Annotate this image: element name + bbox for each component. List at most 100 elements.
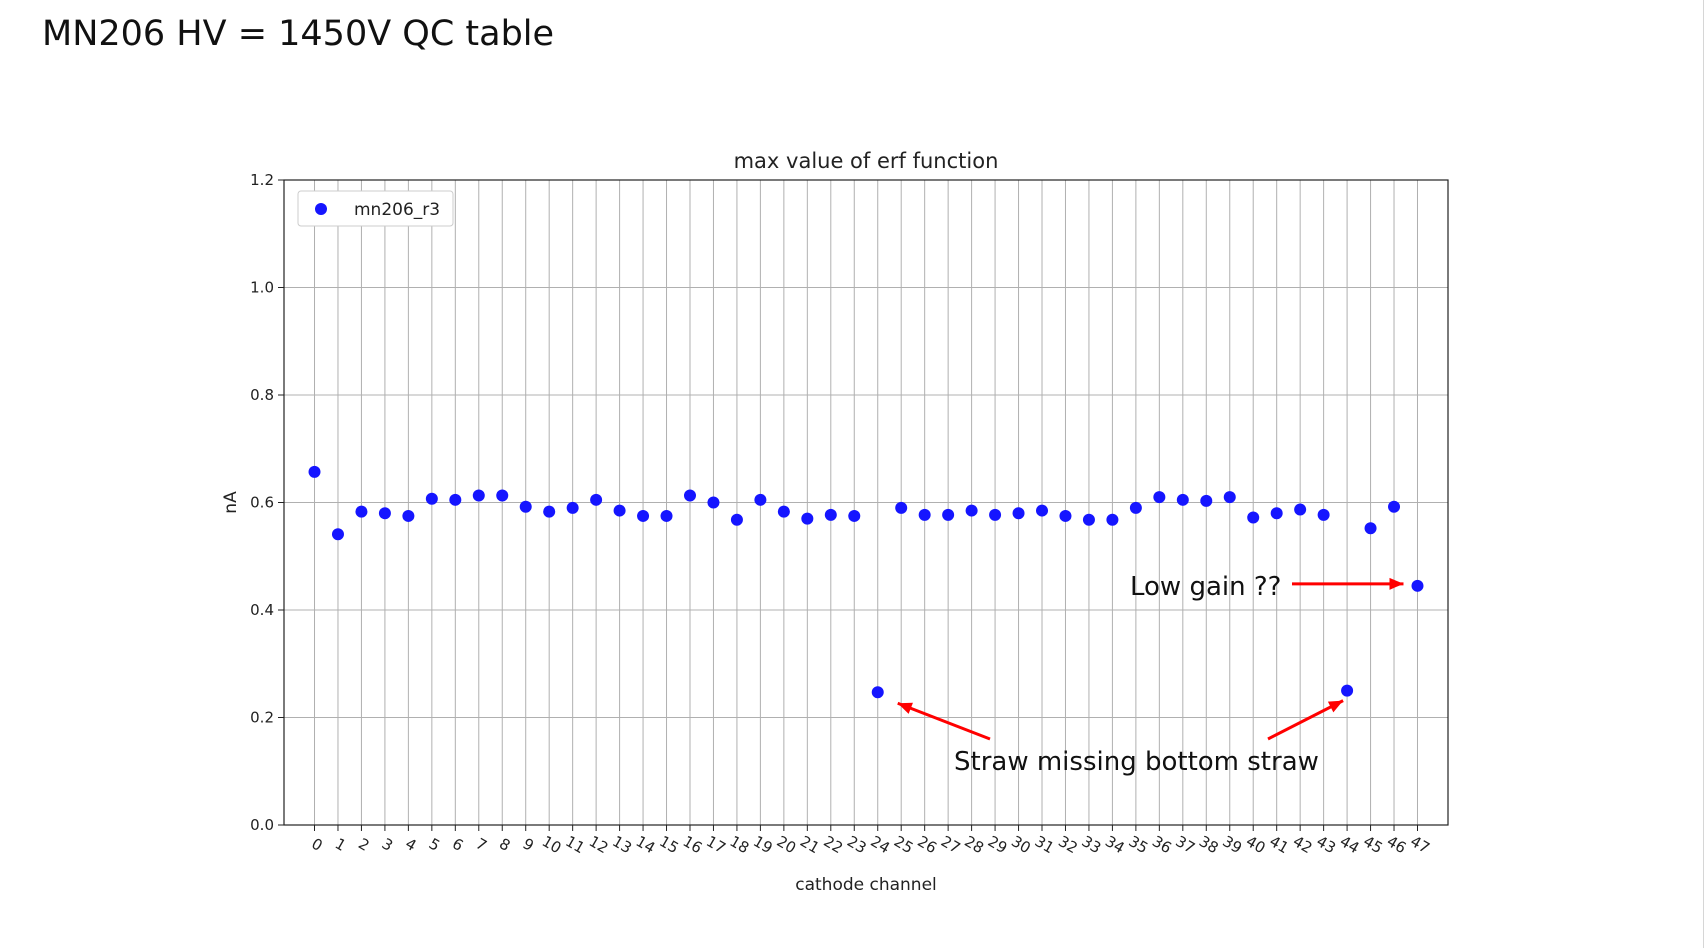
data-point — [637, 509, 650, 522]
data-point — [754, 493, 767, 506]
x-tick-label: 23 — [844, 832, 870, 857]
data-point — [496, 489, 509, 502]
x-tick-label: 29 — [985, 832, 1011, 857]
x-tick-label: 6 — [449, 834, 466, 854]
x-tick-label: 45 — [1360, 832, 1386, 857]
data-point — [1317, 508, 1330, 521]
data-point — [801, 512, 814, 525]
data-point — [590, 493, 603, 506]
x-tick-label: 15 — [656, 832, 682, 857]
y-tick-label: 0.4 — [250, 601, 274, 619]
y-tick-label: 1.2 — [250, 171, 274, 189]
x-tick-label: 21 — [797, 832, 823, 857]
x-tick-label: 1 — [332, 834, 349, 854]
x-tick-label: 11 — [562, 832, 588, 857]
data-point — [918, 508, 931, 521]
slide-title: MN206 HV = 1450V QC table — [42, 14, 555, 54]
x-tick-label: 12 — [586, 832, 612, 857]
x-tick-label: 2 — [355, 834, 372, 854]
annotation-arrow-line — [1267, 699, 1344, 741]
x-tick-label: 33 — [1079, 832, 1105, 857]
x-tick-label: 32 — [1055, 832, 1081, 857]
y-tick-label: 0.6 — [250, 494, 274, 512]
x-tick-label: 4 — [402, 834, 419, 854]
y-axis: 0.0 0.2 0.4 0.6 0.8 1.0 1.2 — [250, 171, 284, 834]
data-point — [1200, 494, 1213, 507]
x-axis: 0 1 2 3 4 5 6 7 8 9 101112131415161718192021222324… — [308, 825, 1433, 857]
x-tick-label: 27 — [938, 832, 964, 857]
y-tick-label: 1.0 — [250, 279, 274, 297]
y-axis-label: nA — [221, 491, 241, 514]
data-point — [989, 508, 1002, 521]
x-tick-label: 16 — [680, 832, 706, 857]
data-point — [1082, 513, 1095, 526]
x-tick-label: 17 — [703, 832, 729, 857]
x-tick-label: 8 — [496, 834, 513, 854]
x-tick-label: 37 — [1173, 832, 1199, 857]
x-tick-label: 9 — [520, 834, 537, 854]
annotations: Low gain ?? Straw missing bottom straw — [897, 572, 1404, 777]
x-tick-label: 42 — [1290, 832, 1316, 857]
data-point — [942, 508, 955, 521]
x-tick-label: 34 — [1102, 832, 1128, 857]
legend: mn206_r3 — [297, 190, 454, 227]
data-point — [660, 509, 673, 522]
annotation-arrow-line — [897, 701, 991, 741]
data-point — [613, 504, 626, 517]
x-tick-label: 30 — [1008, 832, 1034, 857]
x-tick-label: 22 — [821, 832, 847, 857]
data-point — [1176, 493, 1189, 506]
x-tick-label: 39 — [1219, 832, 1245, 857]
data-point — [1364, 522, 1377, 535]
data-point — [566, 501, 579, 514]
data-point — [543, 505, 556, 518]
data-point — [1411, 579, 1424, 592]
data-point — [1059, 509, 1072, 522]
data-point — [331, 528, 344, 541]
x-tick-label: 19 — [750, 832, 776, 857]
annotation-arrow-head — [1389, 577, 1404, 590]
data-point — [1388, 500, 1401, 513]
data-point — [1036, 504, 1049, 517]
x-tick-label: 31 — [1032, 832, 1058, 857]
data-point — [519, 500, 532, 513]
x-tick-label: 14 — [633, 832, 659, 857]
data-point — [683, 489, 696, 502]
data-point — [871, 686, 884, 699]
data-point — [777, 505, 790, 518]
x-tick-label: 47 — [1407, 832, 1433, 857]
x-tick-label: 7 — [473, 834, 490, 854]
annotation-straw-missing: Straw missing bottom straw — [954, 747, 1319, 777]
x-axis-label: cathode channel — [795, 875, 937, 895]
data-points — [308, 465, 1424, 699]
x-tick-label: 13 — [609, 832, 635, 857]
data-point — [472, 489, 485, 502]
x-tick-label: 0 — [308, 834, 325, 854]
chart-title: max value of erf function — [734, 149, 999, 173]
annotation-arrow-head — [1327, 700, 1344, 713]
x-tick-label: 36 — [1149, 832, 1175, 857]
x-tick-label: 38 — [1196, 832, 1222, 857]
x-tick-label: 18 — [727, 832, 753, 857]
legend-label: mn206_r3 — [354, 200, 440, 220]
x-tick-label: 40 — [1243, 832, 1269, 857]
legend-marker — [315, 203, 327, 215]
data-point — [824, 508, 837, 521]
data-point — [402, 509, 415, 522]
data-point — [965, 504, 978, 517]
data-point — [1270, 507, 1283, 520]
data-point — [355, 505, 368, 518]
y-tick-label: 0.8 — [250, 386, 274, 404]
x-tick-label: 10 — [539, 832, 565, 857]
x-tick-label: 35 — [1126, 832, 1152, 857]
x-tick-label: 24 — [867, 832, 893, 857]
data-point — [895, 501, 908, 514]
slide-border — [1703, 0, 1704, 948]
data-point — [378, 507, 391, 520]
data-point — [1294, 503, 1307, 516]
x-tick-label: 43 — [1313, 832, 1339, 857]
x-tick-label: 3 — [379, 834, 396, 854]
x-tick-label: 20 — [774, 832, 800, 857]
legend-box — [297, 190, 454, 227]
